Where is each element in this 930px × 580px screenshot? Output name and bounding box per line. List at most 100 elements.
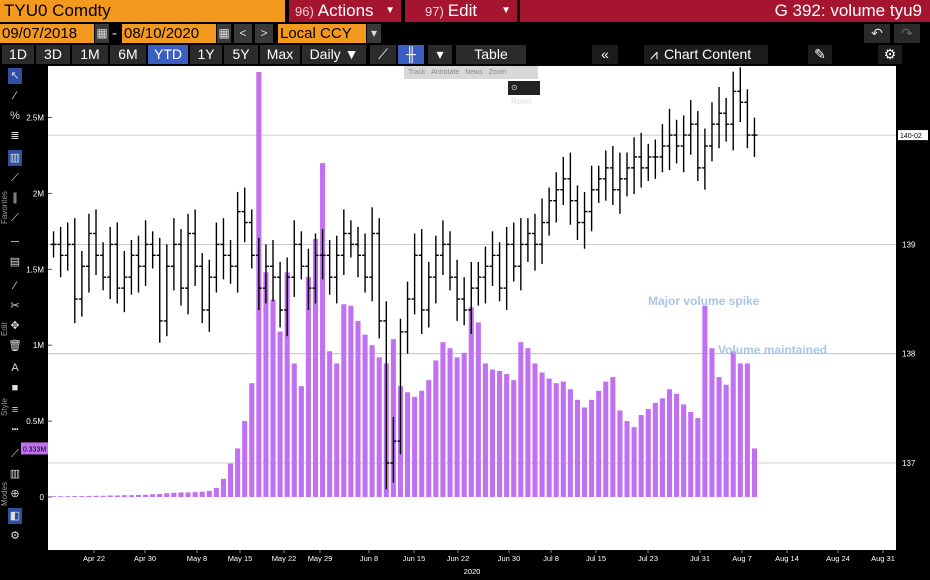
price-bar — [624, 152, 631, 197]
price-bar — [425, 261, 432, 328]
move-icon[interactable]: ✥ — [10, 320, 20, 332]
currency-select[interactable]: Local CCY — [278, 24, 366, 43]
annotation-volume-maintained[interactable]: Volume maintained — [718, 343, 828, 357]
volume-bar — [497, 371, 503, 497]
period-1d-button[interactable]: 1D — [2, 45, 34, 64]
volume-bar — [164, 493, 170, 497]
period-3d-button[interactable]: 3D — [36, 45, 70, 64]
trend-tool-icon[interactable]: ⟋ — [11, 172, 19, 184]
x-axis-tick-label: May 29 — [308, 554, 333, 563]
redo-icon[interactable]: ↷ — [894, 24, 920, 43]
magnet-icon[interactable]: ▥ — [9, 468, 21, 480]
volume-bar — [716, 377, 722, 497]
settings-gear-icon[interactable]: ⚙ — [878, 45, 902, 64]
news-tool[interactable]: News — [465, 69, 483, 76]
volume-bar — [65, 496, 71, 497]
volume-bar — [504, 374, 510, 497]
horizontal-line-icon[interactable]: ─ — [11, 236, 19, 248]
mode-icon[interactable]: ◧ — [8, 508, 22, 524]
end-date-field[interactable]: 08/10/2020 — [122, 24, 216, 43]
chart-type-dropdown-icon[interactable]: ▾ — [428, 45, 452, 64]
price-bar — [418, 229, 425, 335]
actions-menu[interactable]: 96) Actions ▼ — [289, 0, 401, 22]
edit-line-icon[interactable]: ∕ — [14, 280, 16, 292]
reset-label: Reset — [511, 97, 532, 106]
volume-bar — [362, 334, 368, 497]
undo-icon[interactable]: ↶ — [864, 24, 890, 43]
left-axis-tick-label: 2.5M — [26, 114, 44, 123]
actions-menu-label: Actions — [317, 1, 374, 20]
chart-content-icon: ⩘ — [644, 45, 664, 64]
line-weight-icon[interactable]: ≡ — [11, 404, 19, 416]
pointer-icon[interactable]: ↖ — [8, 68, 22, 84]
volume-bar — [114, 495, 120, 497]
start-calendar-icon[interactable]: ▦ — [95, 24, 109, 43]
bar-chart-icon[interactable]: ╫ — [398, 45, 424, 64]
currency-dropdown-icon[interactable]: ▾ — [367, 24, 381, 43]
x-axis-tick-label: Jun 8 — [360, 554, 378, 563]
text-tool-icon[interactable]: A — [11, 362, 19, 374]
volume-bar — [709, 348, 715, 497]
period-max-button[interactable]: Max — [260, 45, 300, 64]
volume-bar — [539, 372, 545, 497]
cut-icon[interactable]: ✂ — [10, 300, 20, 312]
draw-line-icon[interactable]: ∕ — [14, 90, 16, 102]
left-axis-tick-label: 0.5M — [26, 417, 44, 426]
volume-bar — [128, 495, 134, 497]
cross-icon[interactable]: ⟋ — [11, 448, 19, 460]
price-bar — [694, 111, 701, 182]
target-icon[interactable]: ⊕ — [10, 488, 20, 500]
tool-settings-icon[interactable]: ⚙ — [10, 530, 20, 542]
color-swatch-icon[interactable]: ■ — [11, 382, 19, 394]
period-ytd-button[interactable]: YTD — [148, 45, 188, 64]
volume-bar — [220, 478, 226, 497]
edit-pencil-icon[interactable]: ✎ — [808, 45, 832, 64]
line-chart-icon[interactable]: ⟋ — [370, 45, 396, 64]
percent-tool-icon[interactable]: % — [10, 110, 20, 122]
end-calendar-icon[interactable]: ▦ — [217, 24, 231, 43]
favorites-tool-icon[interactable]: ▥ — [8, 150, 22, 166]
x-axis-tick-label: Aug 14 — [775, 554, 799, 563]
volume-bar — [213, 487, 219, 497]
volume-bar — [638, 415, 644, 497]
zoom-tool[interactable]: Zoom — [488, 69, 507, 76]
security-field[interactable]: TYU0 Comdty — [0, 0, 285, 22]
x-axis-tick-label: Aug 31 — [871, 554, 895, 563]
collapse-icon[interactable]: « — [592, 45, 618, 64]
volume-bar — [298, 386, 304, 497]
period-1y-button[interactable]: 1Y — [190, 45, 222, 64]
chart-mini-toolbar: Track Annotate News Zoom — [404, 66, 538, 79]
price-bar — [270, 240, 277, 302]
annotation-volume-spike[interactable]: Major volume spike — [648, 294, 760, 308]
period-6m-button[interactable]: 6M — [110, 45, 146, 64]
next-period-button[interactable]: > — [255, 24, 273, 43]
volume-bar — [100, 495, 106, 497]
trash-icon[interactable]: 🗑 — [8, 340, 22, 352]
period-1m-button[interactable]: 1M — [72, 45, 108, 64]
prev-period-button[interactable]: < — [234, 24, 252, 43]
volume-bar — [178, 492, 184, 497]
volume-bar — [58, 496, 64, 497]
channel-tool-icon[interactable]: ∥ — [12, 192, 18, 204]
line-style-icon[interactable]: ┅ — [11, 424, 19, 436]
frequency-select[interactable]: Daily ▼ — [302, 45, 366, 64]
annotate-tool[interactable]: Annotate — [431, 69, 460, 76]
track-tool[interactable]: Track — [408, 69, 426, 76]
fibonacci-icon[interactable]: ≣ — [10, 130, 20, 142]
reset-button[interactable]: ⊙ Reset — [508, 81, 540, 106]
edit-menu[interactable]: 97) Edit ▼ — [405, 0, 517, 22]
x-axis-tick-label: May 15 — [228, 554, 253, 563]
table-button[interactable]: Table — [456, 45, 526, 64]
brush-icon[interactable]: ⟋ — [11, 212, 19, 224]
period-5y-button[interactable]: 5Y — [224, 45, 258, 64]
volume-bar — [412, 396, 418, 497]
price-bar — [241, 187, 248, 243]
actions-dropdown-icon: ▼ — [385, 5, 395, 16]
volume-bar — [440, 342, 446, 497]
chart-content-button[interactable]: Chart Content — [664, 45, 768, 64]
rectangle-tool-icon[interactable]: ▤ — [9, 256, 21, 268]
volume-bar — [560, 381, 566, 497]
price-bar — [687, 100, 694, 155]
start-date-field[interactable]: 09/07/2018 — [0, 24, 94, 43]
